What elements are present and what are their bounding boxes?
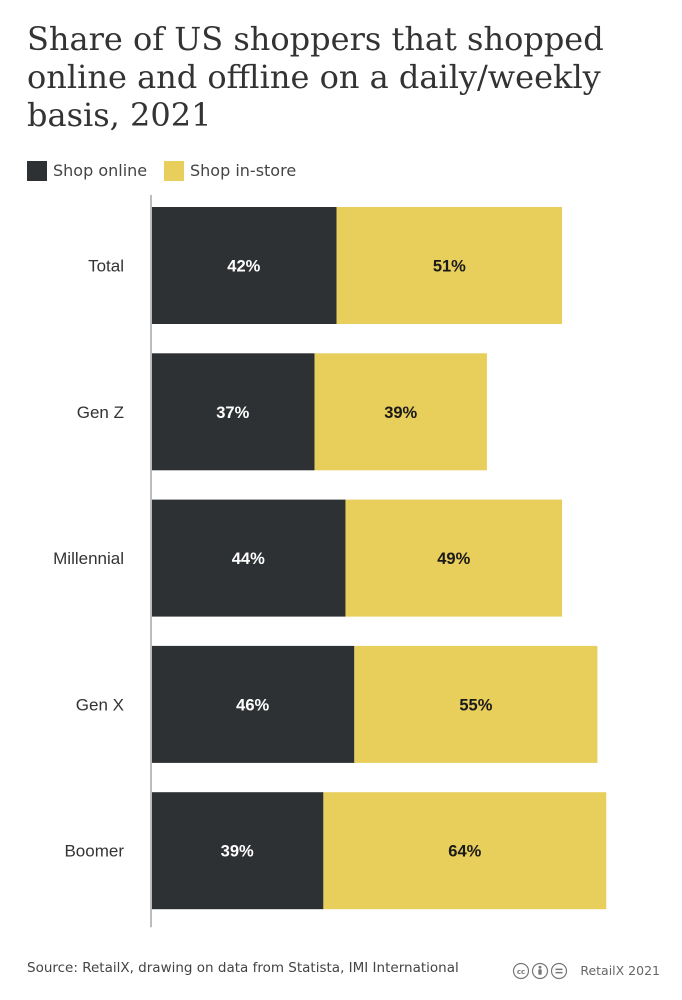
bar-shop-in-store-gen-x — [354, 645, 598, 763]
license-icons: cc — [512, 962, 568, 980]
category-label-gen-z: Gen Z — [77, 403, 124, 422]
source-note: Source: RetailX, drawing on data from St… — [27, 960, 459, 976]
legend-swatch-shop-online — [27, 161, 47, 181]
bar-chart: Total 42% 51% Gen Z 37% 39% Millennial 44% 49% Ge… — [53, 195, 607, 928]
bar-shop-in-store-gen-z — [314, 353, 487, 471]
bar-shop-online-gen-x — [151, 645, 355, 763]
no-derivatives-icon — [550, 962, 568, 980]
attribution-icon — [531, 962, 549, 980]
category-label-boomer: Boomer — [64, 842, 124, 861]
bar-shop-in-store-total — [336, 207, 563, 324]
data-label-shop-online-millennial: 44% — [232, 550, 265, 568]
credit-label: RetailX 2021 — [580, 963, 660, 978]
data-label-shop-online-total: 42% — [227, 258, 260, 276]
legend-label-shop-online: Shop online — [53, 161, 148, 180]
data-label-shop-in-store-total: 51% — [433, 258, 466, 276]
bar-shop-online-gen-z — [151, 353, 315, 471]
bar-shop-in-store-boomer — [323, 792, 607, 910]
legend-label-shop-in-store: Shop in-store — [190, 161, 297, 180]
bar-shop-in-store-millennial — [345, 499, 563, 617]
bar-shop-online-millennial — [151, 499, 346, 617]
data-label-shop-online-gen-x: 46% — [236, 696, 269, 714]
chart-title: Share of US shoppers that shopped online… — [27, 20, 604, 134]
legend-swatch-shop-in-store — [164, 161, 184, 181]
bar-shop-online-boomer — [151, 792, 324, 910]
data-label-shop-in-store-boomer: 64% — [448, 843, 481, 861]
bar-shop-online-total — [151, 207, 337, 324]
data-label-shop-in-store-gen-z: 39% — [384, 404, 417, 422]
svg-text:cc: cc — [517, 968, 525, 976]
category-label-gen-x: Gen X — [76, 695, 124, 714]
data-label-shop-online-gen-z: 37% — [216, 404, 249, 422]
category-label-millennial: Millennial — [53, 549, 124, 568]
data-label-shop-in-store-millennial: 49% — [437, 550, 470, 568]
cc-icon: cc — [512, 962, 530, 980]
data-label-shop-online-boomer: 39% — [221, 843, 254, 861]
data-label-shop-in-store-gen-x: 55% — [459, 696, 492, 714]
category-label-total: Total — [88, 257, 124, 276]
